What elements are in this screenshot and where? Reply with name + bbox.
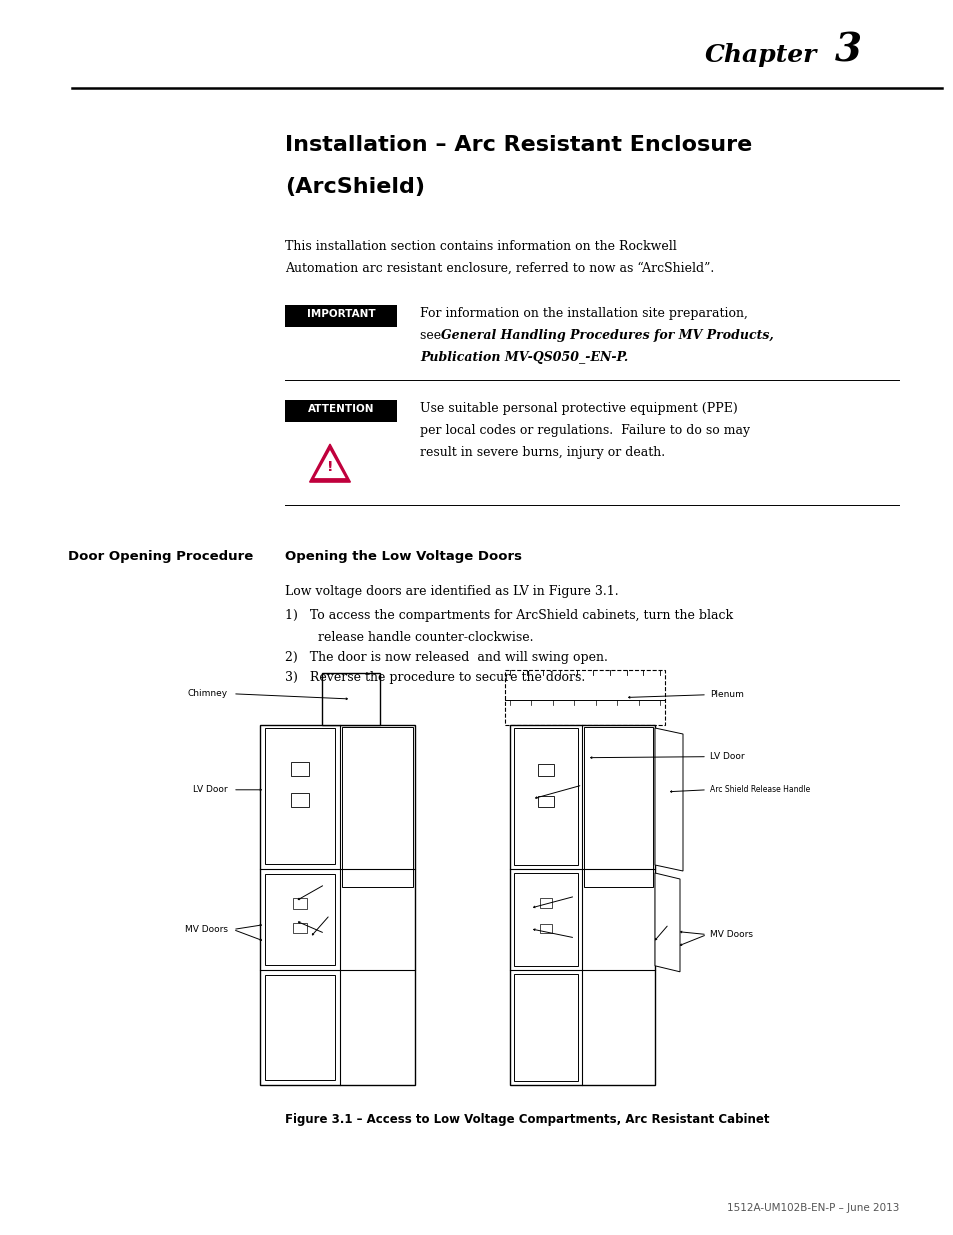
Bar	[537, 764, 553, 776]
Polygon shape	[314, 450, 345, 478]
Text: Automation arc resistant enclosure, referred to now as “ArcShield”.: Automation arc resistant enclosure, refe…	[285, 262, 714, 275]
Text: 3)   Reverse the procedure to secure the doors.: 3) Reverse the procedure to secure the d…	[285, 671, 584, 684]
Text: MV Doors: MV Doors	[185, 925, 228, 934]
Text: Plenum: Plenum	[709, 690, 743, 699]
Bar	[285, 400, 396, 422]
Text: Installation – Arc Resistant Enclosure: Installation – Arc Resistant Enclosure	[285, 135, 752, 156]
Text: 3: 3	[834, 32, 862, 70]
Bar	[293, 923, 307, 932]
Text: per local codes or regulations.  Failure to do so may: per local codes or regulations. Failure …	[419, 424, 749, 437]
Bar	[504, 671, 664, 725]
Text: Use suitable personal protective equipment (PPE): Use suitable personal protective equipme…	[419, 403, 737, 415]
Bar	[539, 899, 552, 908]
Text: IMPORTANT: IMPORTANT	[306, 309, 375, 319]
Text: (ArcShield): (ArcShield)	[285, 177, 424, 198]
Text: Door Opening Procedure: Door Opening Procedure	[68, 550, 253, 563]
Text: 1)   To access the compartments for ArcShield cabinets, turn the black: 1) To access the compartments for ArcShi…	[285, 609, 732, 622]
Bar	[510, 725, 655, 1086]
Bar	[260, 725, 415, 1086]
Text: Low voltage doors are identified as LV in Figure 3.1.: Low voltage doors are identified as LV i…	[285, 585, 618, 598]
Text: Chimney: Chimney	[188, 689, 228, 698]
Polygon shape	[310, 445, 350, 482]
Text: MV Doors: MV Doors	[709, 930, 752, 939]
Bar	[514, 873, 578, 966]
Bar	[265, 874, 335, 965]
Bar	[291, 793, 309, 806]
Text: Publication MV-QS050_-EN-P.: Publication MV-QS050_-EN-P.	[419, 351, 628, 364]
Text: 2)   The door is now released  and will swing open.: 2) The door is now released and will swi…	[285, 651, 607, 664]
Text: ATTENTION: ATTENTION	[308, 404, 374, 414]
Bar	[322, 673, 379, 725]
Text: Chapter: Chapter	[704, 43, 817, 67]
Text: 1512A-UM102B-EN-P – June 2013: 1512A-UM102B-EN-P – June 2013	[726, 1203, 898, 1213]
Bar	[341, 727, 413, 887]
Text: see: see	[419, 329, 445, 342]
Bar	[514, 727, 578, 864]
Text: LV Door: LV Door	[193, 785, 228, 794]
Text: LV Door: LV Door	[709, 752, 744, 761]
Text: result in severe burns, injury or death.: result in severe burns, injury or death.	[419, 446, 664, 459]
Bar	[265, 727, 335, 864]
Text: This installation section contains information on the Rockwell: This installation section contains infor…	[285, 240, 676, 253]
Text: General Handling Procedures for MV Products,: General Handling Procedures for MV Produ…	[440, 329, 773, 342]
Text: For information on the installation site preparation,: For information on the installation site…	[419, 308, 747, 320]
Text: !: !	[327, 459, 333, 474]
Bar	[293, 898, 307, 909]
Polygon shape	[655, 727, 682, 871]
Text: release handle counter-clockwise.: release handle counter-clockwise.	[317, 631, 533, 643]
Bar	[291, 762, 309, 776]
Text: Arc Shield Release Handle: Arc Shield Release Handle	[709, 785, 809, 794]
Text: Figure 3.1 – Access to Low Voltage Compartments, Arc Resistant Cabinet: Figure 3.1 – Access to Low Voltage Compa…	[285, 1113, 769, 1126]
Polygon shape	[655, 873, 679, 972]
Bar	[514, 974, 578, 1081]
Bar	[285, 305, 396, 327]
Text: Opening the Low Voltage Doors: Opening the Low Voltage Doors	[285, 550, 521, 563]
Bar	[539, 924, 552, 934]
Bar	[537, 795, 553, 808]
Bar	[583, 727, 652, 887]
Bar	[265, 974, 335, 1079]
